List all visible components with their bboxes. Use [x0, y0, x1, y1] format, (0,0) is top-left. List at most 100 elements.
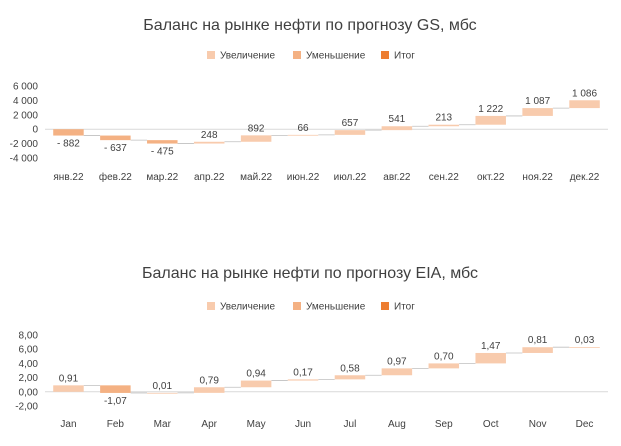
data-label: 0,81	[528, 335, 548, 346]
data-label: 1,47	[481, 341, 501, 352]
x-category-label: Jun	[295, 419, 311, 430]
x-category-label: Oct	[483, 419, 499, 430]
legend-increase-swatch	[207, 302, 215, 310]
legend-decrease-label: Уменьшение	[306, 302, 366, 313]
data-label: 0,70	[434, 351, 454, 362]
legend-increase-swatch	[207, 51, 215, 59]
bar-ноя.22	[522, 108, 553, 116]
x-category-label: May	[247, 419, 266, 430]
x-category-label: ноя.22	[522, 172, 553, 183]
chart-eia-legend: Увеличение Уменьшение Итог	[207, 302, 415, 313]
bar-июн.22	[287, 134, 319, 136]
data-label: 1 086	[572, 88, 597, 99]
y-tick-label: 0,00	[19, 387, 39, 398]
bar-Dec	[569, 346, 600, 348]
bar-Feb	[100, 385, 131, 393]
bar-Nov	[522, 347, 553, 353]
y-tick-label: -2,00	[15, 402, 38, 413]
chart-gs-x-axis: янв.22 фев.22 мар.22 апр.22 май.22 июн.22 июл.…	[53, 171, 599, 183]
bar-май.22	[240, 135, 272, 142]
chart-eia-title: Баланс на рынке нефти по прогнозу EIA, м…	[142, 265, 478, 282]
x-category-label: Nov	[529, 419, 547, 430]
data-label: 0,94	[246, 369, 266, 380]
chart-gs-bars	[53, 100, 600, 144]
x-category-label: Feb	[107, 419, 125, 430]
data-label: 66	[297, 123, 309, 134]
chart-gs-y-axis: -4 000 -2 000 0 2 000 4 000 6 000	[10, 82, 39, 165]
legend-decrease-label: Уменьшение	[306, 51, 366, 62]
bar-фев.22	[100, 135, 131, 141]
data-label: 1 222	[478, 104, 503, 115]
x-category-label: окт.22	[477, 172, 505, 183]
bar-окт.22	[475, 115, 506, 125]
x-category-label: июл.22	[334, 172, 367, 183]
legend-total-swatch	[381, 302, 389, 310]
chart-eia-connectors	[83, 346, 570, 394]
bar-мар.22	[147, 140, 178, 144]
data-label: 0,03	[575, 335, 595, 346]
data-label: 0,79	[199, 375, 219, 386]
bar-дек.22	[569, 100, 600, 109]
data-label: 0,91	[59, 373, 79, 384]
x-category-label: сен.22	[429, 172, 459, 183]
x-category-label: Aug	[388, 419, 406, 430]
x-category-label: май.22	[240, 172, 272, 183]
data-label: 0,01	[153, 381, 173, 392]
data-label: - 637	[104, 143, 127, 154]
x-category-label: янв.22	[53, 172, 84, 183]
chart-eia-x-axis: Jan Feb Mar Apr May Jun Jul Aug Sep Oct Nov Dec	[60, 419, 593, 430]
x-category-label: Apr	[201, 419, 217, 430]
y-tick-label: 6,00	[19, 345, 39, 356]
y-tick-label: -2 000	[10, 139, 39, 150]
legend-increase-label: Увеличение	[220, 51, 276, 62]
data-label: 892	[248, 123, 265, 134]
legend-decrease-swatch	[293, 302, 301, 310]
data-label: 213	[435, 113, 452, 124]
bar-янв.22	[53, 129, 84, 136]
bar-Sep	[428, 363, 460, 369]
bar-Jan	[53, 385, 84, 392]
chart-gs: Баланс на рынке нефти по прогнозу GS, мб…	[10, 17, 608, 183]
y-tick-label: 2,00	[19, 373, 39, 384]
bar-авг.22	[381, 126, 413, 131]
legend-total-swatch	[381, 51, 389, 59]
bar-Apr	[193, 387, 225, 393]
bar-июл.22	[334, 130, 366, 135]
y-tick-label: 0	[32, 125, 38, 136]
data-label: - 475	[151, 147, 174, 158]
data-label: 1 087	[525, 96, 550, 107]
chart-eia: Баланс на рынке нефти по прогнозу EIA, м…	[15, 265, 608, 430]
bar-May	[240, 380, 272, 388]
legend-increase-label: Увеличение	[220, 302, 276, 313]
bar-Oct	[475, 352, 506, 364]
x-category-label: авг.22	[383, 172, 411, 183]
bar-Jul	[334, 375, 366, 380]
y-tick-label: 8,00	[19, 331, 39, 342]
y-tick-label: -4 000	[10, 154, 39, 165]
y-tick-label: 6 000	[13, 82, 38, 93]
data-label: - 882	[57, 139, 80, 150]
chart-eia-y-axis: -2,00 0,00 2,00 4,00 6,00 8,00	[15, 331, 38, 413]
legend-total-label: Итог	[394, 302, 415, 313]
y-tick-label: 4,00	[19, 359, 39, 370]
x-category-label: Dec	[576, 419, 594, 430]
chart-eia-bars	[53, 346, 600, 394]
bar-Mar	[147, 392, 178, 394]
data-label: 657	[342, 118, 359, 129]
x-category-label: дек.22	[570, 172, 600, 183]
data-label: 0,17	[293, 367, 313, 378]
data-label: -1,07	[104, 396, 127, 407]
x-category-label: апр.22	[194, 172, 225, 183]
chart-gs-data-labels: - 882 - 637 - 475 248 892 66 657 541 213 1 222 1 0…	[57, 88, 597, 157]
data-label: 0,58	[340, 363, 360, 374]
bar-апр.22	[193, 141, 225, 144]
x-category-label: фев.22	[99, 171, 132, 183]
x-category-label: Sep	[435, 419, 453, 430]
x-category-label: Jul	[344, 419, 357, 430]
y-tick-label: 4 000	[13, 96, 38, 107]
legend-total-label: Итог	[394, 51, 415, 62]
chart-eia-data-labels: 0,91 -1,07 0,01 0,79 0,94 0,17 0,58 0,97 0,70 1,4…	[59, 335, 595, 407]
x-category-label: мар.22	[146, 172, 178, 183]
data-label: 0,97	[387, 356, 407, 367]
